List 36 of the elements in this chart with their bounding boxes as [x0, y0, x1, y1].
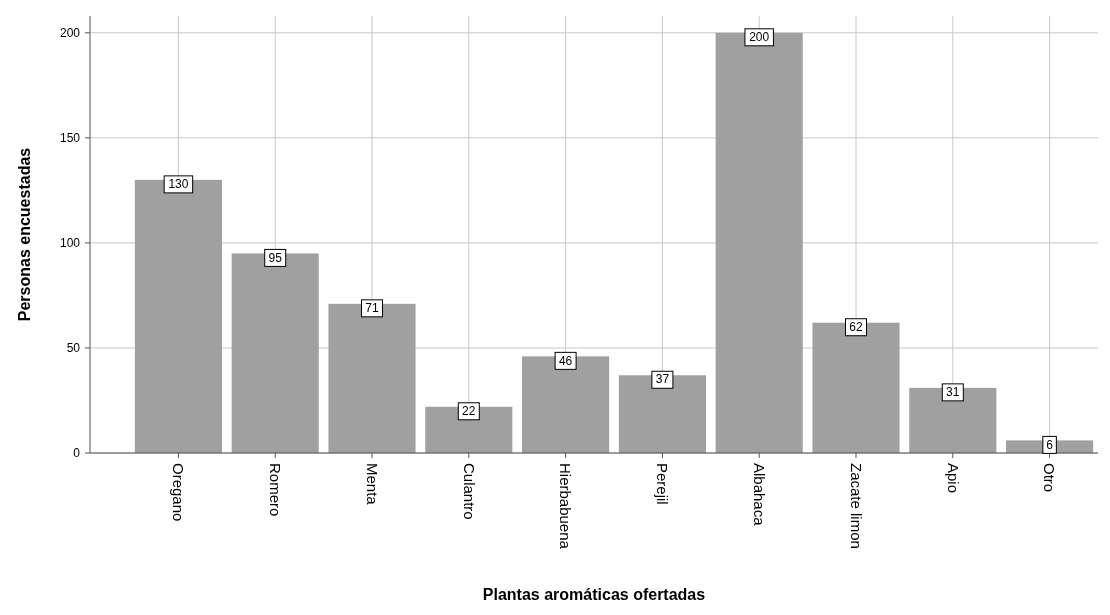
x-tick-label: Oregano — [170, 463, 188, 522]
data-label: 130 — [168, 177, 189, 192]
x-axis-title: Plantas aromáticas ofertadas — [482, 586, 706, 603]
bar — [231, 253, 319, 453]
data-label: 31 — [946, 385, 960, 400]
data-label: 6 — [1046, 437, 1054, 452]
data-label: 200 — [749, 30, 770, 45]
y-tick-label: 0 — [73, 446, 81, 461]
data-label: 95 — [268, 250, 283, 265]
data-label: 46 — [558, 353, 573, 368]
data-label: 62 — [849, 319, 863, 334]
bar — [134, 179, 222, 453]
x-tick-label: Culantro — [460, 463, 478, 520]
bar — [715, 32, 803, 453]
bar — [328, 303, 416, 453]
x-tick-label: Menta — [363, 463, 381, 506]
data-label: 37 — [655, 372, 670, 387]
data-label: 22 — [462, 403, 476, 418]
x-tick-label: Zacate limon — [847, 463, 865, 549]
x-tick-label: Romero — [266, 463, 284, 517]
bar — [812, 322, 900, 453]
x-tick-label: Albahaca — [750, 463, 768, 527]
bar — [909, 387, 997, 453]
data-label: 71 — [365, 301, 379, 316]
y-tick-label: 50 — [66, 341, 81, 356]
x-tick-label: Otro — [1041, 463, 1059, 493]
y-tick-label: 100 — [59, 236, 81, 251]
bar — [425, 406, 513, 453]
y-tick-label: 150 — [59, 131, 81, 146]
y-axis-title: Personas encuestadas — [16, 147, 33, 322]
x-tick-label: Hierbabuena — [557, 463, 575, 550]
bar — [618, 375, 706, 453]
bar — [522, 356, 610, 453]
x-tick-label: Apio — [944, 463, 962, 494]
y-tick-label: 200 — [59, 26, 81, 41]
x-tick-label: Perejil — [654, 463, 672, 505]
